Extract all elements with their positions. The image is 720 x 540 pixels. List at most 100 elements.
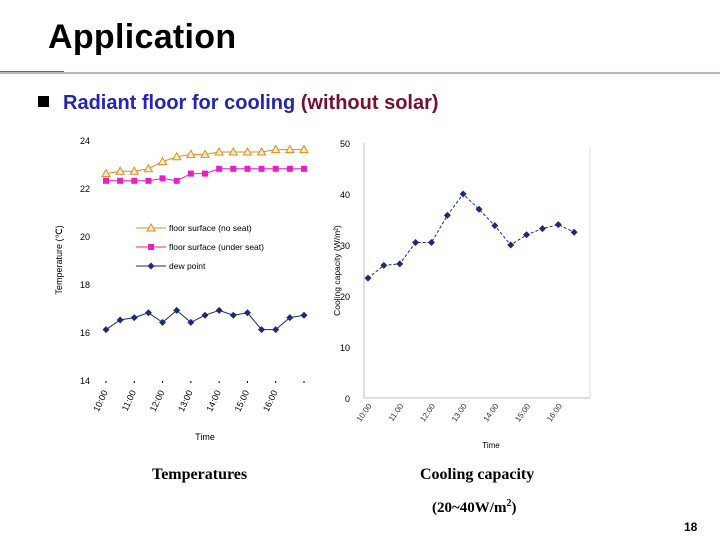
x-tick-label: 10:00 (91, 389, 110, 414)
data-point-2 (258, 326, 266, 334)
cooling-capacity-chart: 0 10 20 30 40 50 Cooling capacity (W/m²) 10:00 1… (332, 139, 591, 450)
x-tick-label: 12:00 (148, 389, 167, 414)
y-tick-label: 20 (340, 292, 350, 302)
x-tick-label: 10:00 (355, 402, 374, 424)
y-axis-label: Temperature (℃) (54, 225, 64, 294)
data-point-1 (103, 177, 109, 184)
data-point-0 (507, 241, 515, 249)
x-tick-label: 15:00 (233, 389, 252, 414)
data-point-0 (284, 144, 295, 154)
temperature-chart: 14 16 18 20 22 24 Temperature (℃) 10:00 11:00 12:… (54, 136, 309, 442)
data-point-2 (286, 314, 294, 322)
legend-marker (146, 222, 156, 232)
x-tick-label: 14:00 (204, 389, 223, 414)
data-point-1 (286, 165, 293, 172)
bullet-text: Radiant floor for cooling (63, 92, 301, 114)
data-point-1 (301, 165, 307, 172)
cooling-capacity-caption: Cooling capacity (420, 466, 535, 483)
data-point-1 (117, 177, 124, 184)
cooling-range-prefix: (20~40W/m (432, 500, 507, 516)
page-number: 18 (684, 520, 698, 534)
data-point-0 (157, 156, 168, 166)
x-axis-label: Time (195, 432, 215, 442)
data-point-0 (427, 238, 435, 246)
data-point-1 (216, 165, 223, 172)
data-point-1 (159, 175, 166, 182)
data-point-2 (272, 326, 280, 334)
data-point-2 (201, 311, 209, 319)
x-tick-label: 11:00 (120, 389, 138, 413)
data-point-0 (270, 144, 281, 154)
data-point-2 (144, 309, 152, 317)
data-point-1 (131, 177, 138, 184)
data-point-1 (244, 165, 251, 172)
data-point-2 (116, 316, 124, 324)
data-point-0 (554, 221, 562, 229)
x-tick-label: 16:00 (261, 389, 280, 414)
x-tick-label: 12:00 (418, 402, 437, 424)
data-point-0 (443, 211, 451, 219)
data-point-2 (102, 326, 110, 334)
y-tick-label: 24 (80, 136, 90, 146)
data-point-2 (130, 314, 138, 322)
data-point-0 (570, 228, 578, 236)
legend-marker (147, 262, 155, 270)
data-point-1 (272, 165, 279, 172)
data-point-2 (229, 311, 237, 319)
square-bullet-icon (38, 96, 49, 107)
data-point-0 (396, 260, 404, 268)
x-tick-label: 13:00 (450, 402, 469, 424)
y-tick-label: 22 (80, 184, 90, 194)
data-point-0 (364, 274, 372, 282)
x-axis-label: Time (482, 441, 500, 450)
legend-label: dew point (169, 261, 206, 271)
data-point-2 (187, 318, 195, 326)
bullet-subtext: (without solar) (300, 92, 439, 114)
data-point-1 (145, 177, 152, 184)
data-point-0 (256, 146, 267, 156)
data-point-2 (300, 311, 308, 319)
x-tick-label: 13:00 (176, 389, 195, 414)
data-point-0 (242, 146, 253, 156)
temperatures-caption: Temperatures (152, 466, 248, 483)
y-tick-label: 40 (340, 190, 350, 200)
data-point-0 (228, 146, 239, 156)
data-point-0 (115, 166, 126, 175)
data-point-2 (159, 318, 167, 326)
cooling-range-caption: (20~40W/m2) (432, 498, 516, 517)
data-point-0 (200, 149, 210, 158)
y-tick-label: 16 (80, 328, 90, 338)
data-point-0 (171, 151, 182, 161)
data-point-1 (187, 170, 194, 177)
data-point-0 (129, 166, 140, 175)
y-tick-label: 18 (80, 280, 90, 290)
data-point-1 (258, 165, 265, 172)
x-tick-label: 14:00 (482, 402, 501, 424)
legend-label: floor surface (no seat) (169, 223, 252, 233)
data-point-0 (412, 238, 420, 246)
data-point-0 (185, 149, 196, 158)
y-tick-label: 10 (340, 343, 350, 353)
y-tick-label: 30 (340, 241, 350, 251)
data-point-0 (459, 190, 467, 198)
y-tick-label: 50 (340, 139, 350, 149)
y-tick-label: 14 (80, 376, 90, 386)
y-tick-label: 0 (345, 394, 350, 404)
data-point-0 (214, 146, 225, 156)
data-point-2 (173, 306, 181, 314)
cooling-range-suffix: ) (511, 500, 517, 516)
y-axis-label: Cooling capacity (W/m²) (332, 225, 342, 316)
data-point-0 (143, 163, 154, 173)
y-tick-label: 20 (80, 232, 90, 242)
data-point-0 (299, 144, 309, 154)
bullet-line: Radiant floor for cooling (without solar… (38, 92, 439, 115)
legend-label: floor surface (under seat) (169, 242, 264, 252)
data-point-1 (202, 170, 208, 177)
cooling-range-sup: 2 (506, 498, 512, 509)
legend-marker (148, 244, 154, 250)
data-point-0 (491, 222, 499, 230)
data-point-0 (475, 205, 483, 213)
data-point-0 (101, 168, 111, 178)
data-point-1 (173, 177, 180, 184)
data-point-0 (523, 231, 531, 239)
